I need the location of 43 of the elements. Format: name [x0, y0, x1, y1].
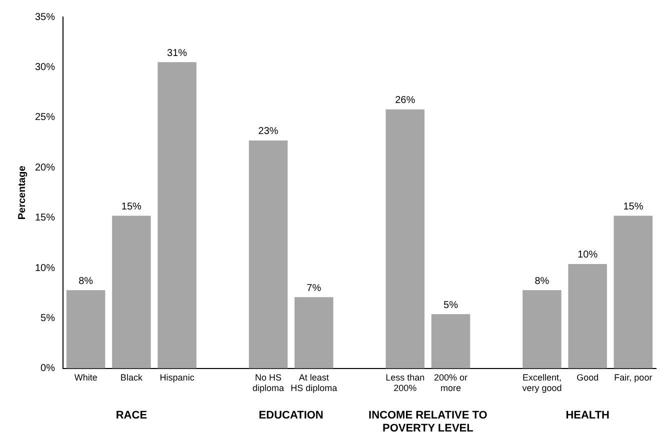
x-tick-label: No HS diploma [252, 372, 284, 394]
bar [294, 297, 334, 368]
data-label: 23% [258, 126, 278, 138]
y-tick-label: 5% [40, 312, 56, 324]
x-tick-label: Fair, poor [614, 372, 652, 382]
x-tick-label: Hispanic [160, 372, 195, 382]
x-tick-label: At least HS diploma [290, 372, 338, 394]
data-label: 8% [534, 276, 550, 287]
bar [248, 140, 288, 368]
y-tick-label: 15% [35, 212, 56, 224]
text: INCOME RELATIVE TO POVERTY LEVEL [368, 410, 488, 435]
data-label: 7% [306, 282, 322, 294]
bar [158, 62, 196, 368]
y-tick-label: 25% [35, 112, 56, 124]
bar [614, 216, 653, 368]
bar [66, 290, 106, 368]
data-label: 10% [578, 250, 598, 261]
text: RACE [116, 410, 148, 422]
data-label: 15% [121, 202, 142, 213]
text: EDUCATION [258, 410, 324, 422]
x-tick-label: Less than 200% [386, 372, 425, 394]
data-label: 8% [78, 276, 94, 287]
data-label: 26% [395, 95, 416, 106]
x-tick-label: Black [120, 372, 143, 382]
bar [386, 109, 425, 368]
bar [568, 264, 607, 368]
y-tick-label: 30% [35, 62, 56, 73]
x-tick-label: Excellent, very good [522, 372, 562, 394]
text: HEALTH [566, 410, 610, 422]
x-tick-label: Good [576, 372, 599, 382]
data-label: 31% [167, 48, 188, 59]
x-tick-label: 200% or more [434, 372, 468, 394]
y-tick-label: 20% [35, 162, 56, 174]
y-tick-label: 10% [35, 262, 56, 274]
data-label: 5% [444, 300, 458, 311]
x-tick-label: White [74, 372, 98, 382]
y-tick-label: 35% [35, 12, 56, 23]
bar [431, 314, 470, 368]
data-label: 15% [623, 202, 644, 213]
bar [522, 290, 562, 368]
y-axis-title: Percentage [16, 165, 28, 220]
y-tick-label: 0% [40, 363, 56, 374]
bar [112, 216, 151, 368]
